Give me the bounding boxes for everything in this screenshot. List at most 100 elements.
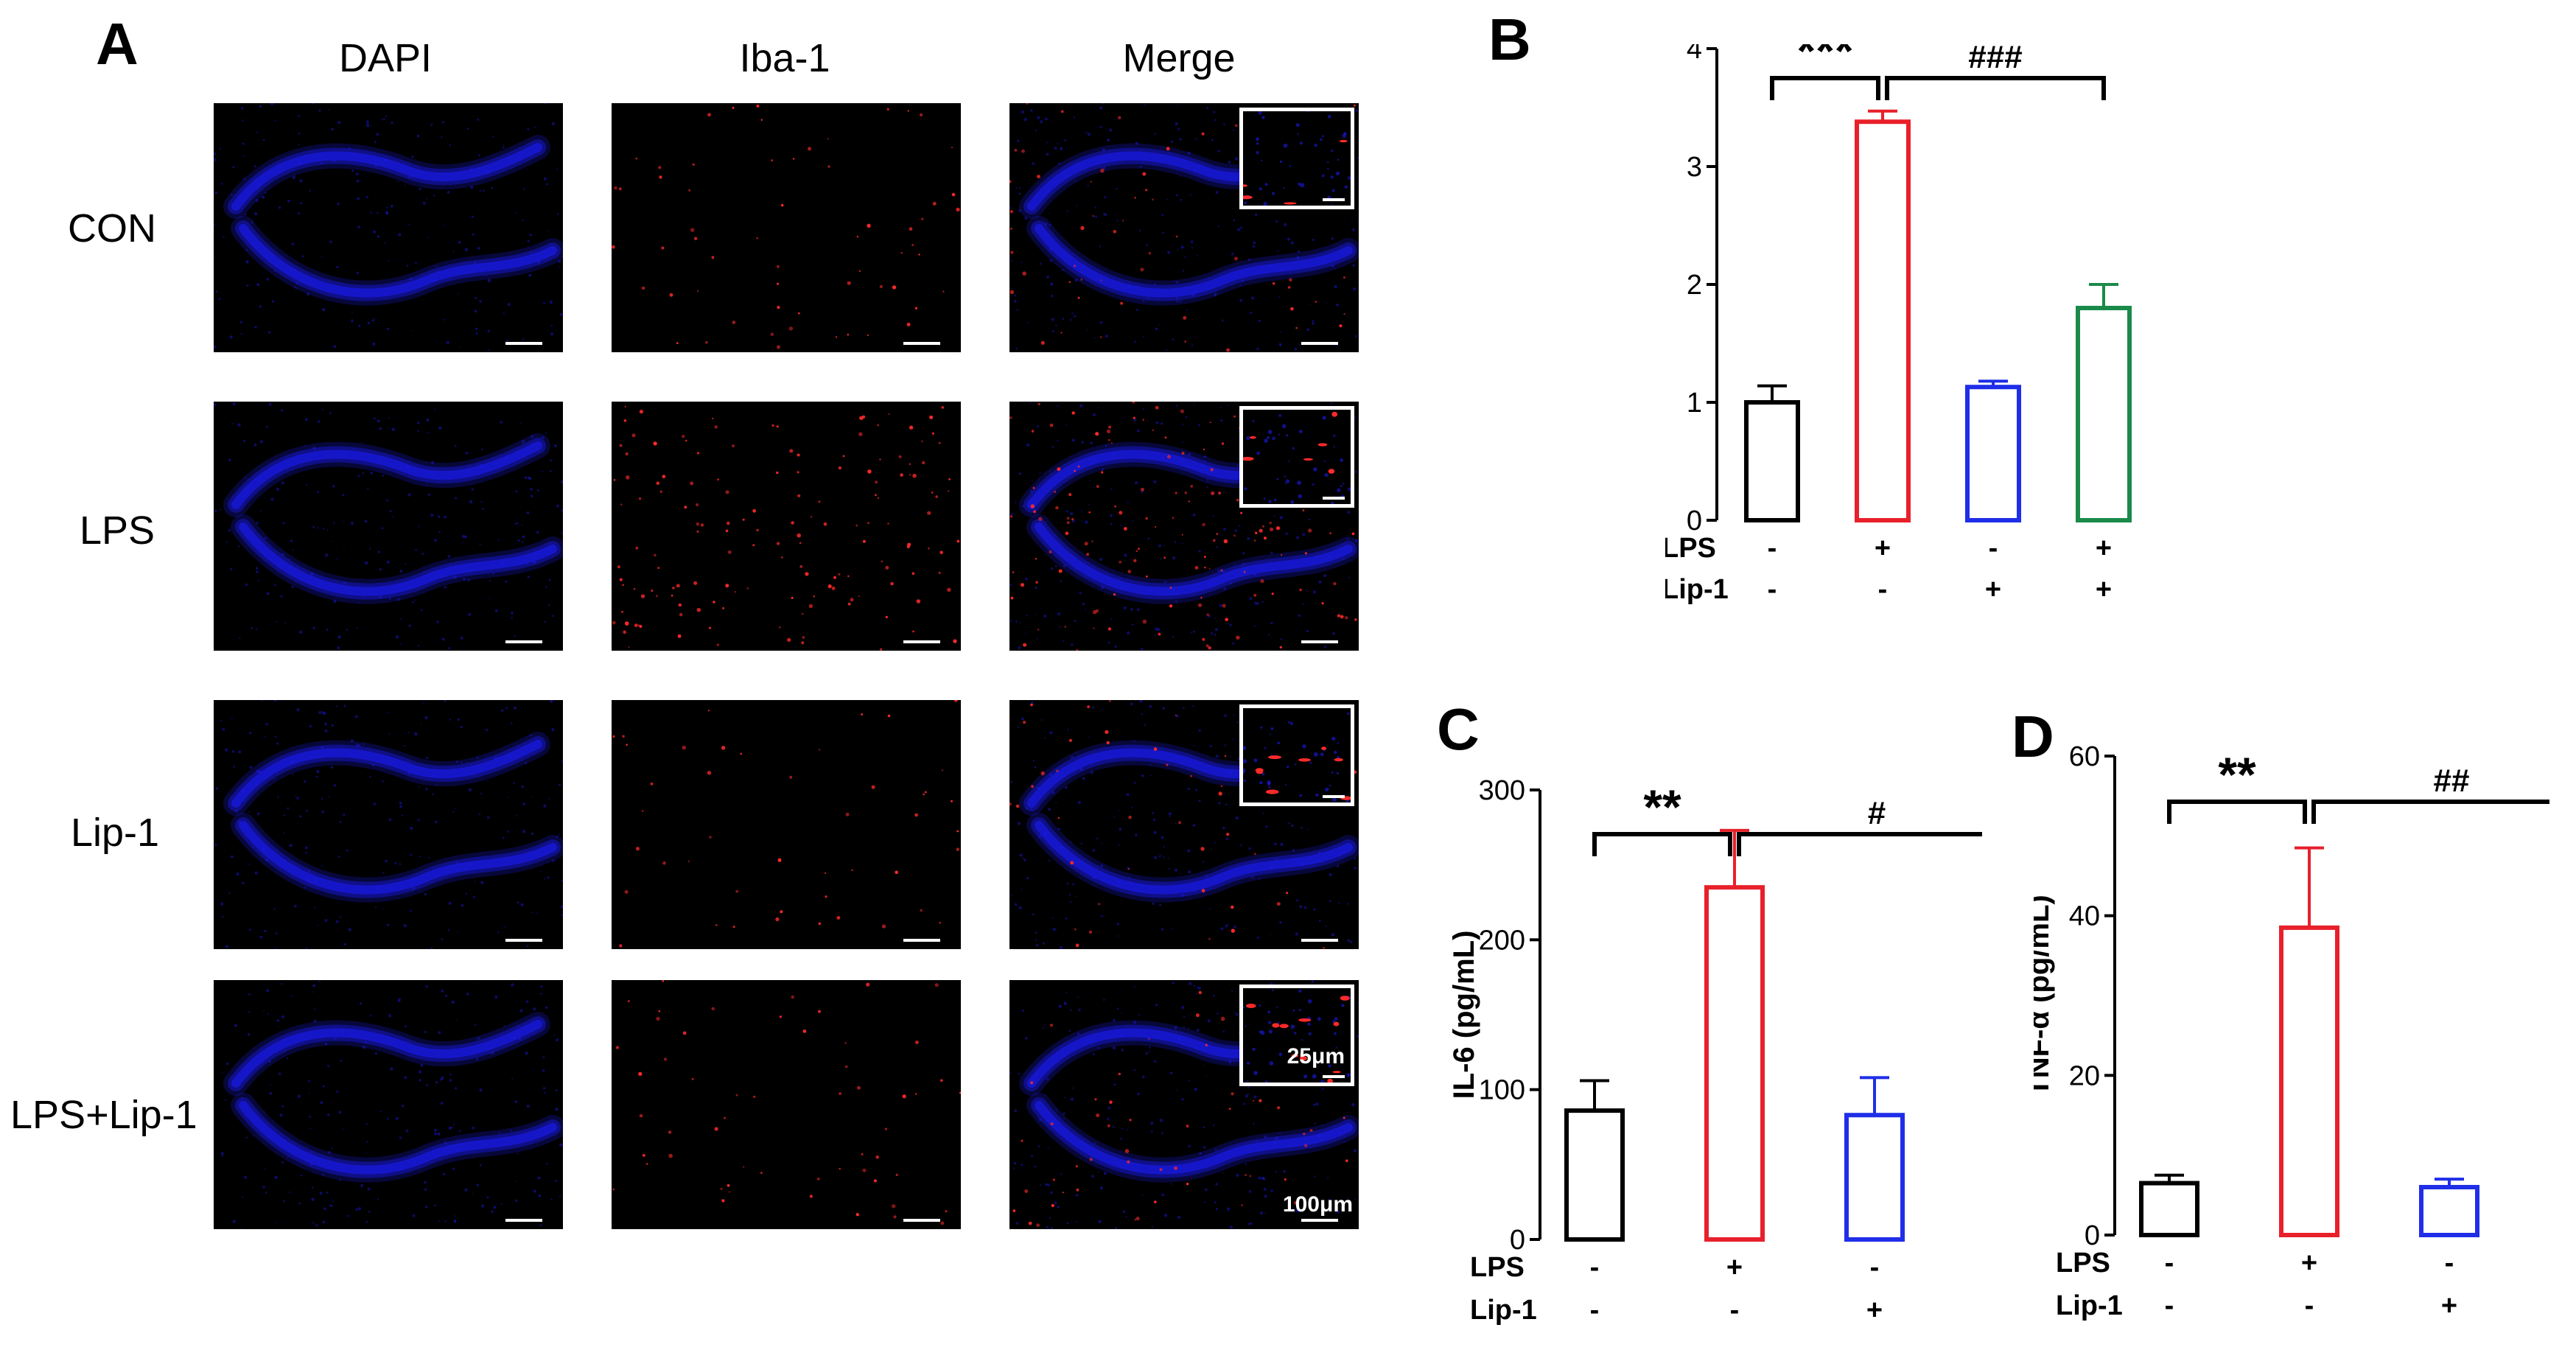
zoom-inset: 25μm <box>1239 984 1354 1086</box>
inset-scale-label: 25μm <box>1287 1044 1345 1069</box>
micrograph-lip1-dapi <box>214 700 563 949</box>
bar-group-2 <box>2279 925 2339 1237</box>
scale-bar <box>505 939 542 942</box>
treatment-sign: - <box>2305 1290 2314 1321</box>
micrograph-lps-iba1 <box>612 402 961 651</box>
treatment-sign: - <box>1870 1252 1880 1283</box>
treatment-sign: - <box>1768 533 1777 564</box>
zoom-inset <box>1239 108 1354 209</box>
inset-scale-bar <box>1323 198 1345 201</box>
bar-group-3 <box>1844 1113 1905 1242</box>
scale-bar <box>505 1219 542 1222</box>
inset-scale-bar <box>1323 497 1345 500</box>
y-tick-label: 3 <box>1687 152 1702 183</box>
y-tick-label: 40 <box>2069 901 2100 932</box>
bar-group-1 <box>1744 400 1800 522</box>
y-tick-label: 4 <box>1687 44 1702 65</box>
column-title-merge: Merge <box>1122 36 1236 80</box>
row-label-lps: LPS <box>80 508 155 553</box>
significance-label: *** <box>1796 44 1853 78</box>
significance-bracket <box>1885 76 2106 100</box>
treatment-row-label: LPS <box>1665 533 1716 564</box>
treatment-sign: - <box>2165 1248 2174 1279</box>
scale-bar <box>903 1219 940 1222</box>
y-axis-label: IL-6 (pg/mL) <box>1452 931 1480 1099</box>
inset-scale-bar <box>1323 795 1345 798</box>
micrograph-con-merge <box>1009 103 1359 352</box>
significance-label: ### <box>1968 44 2022 75</box>
scale-bar <box>903 342 940 345</box>
column-title-dapi: DAPI <box>338 36 433 80</box>
y-tick-label: 20 <box>2069 1060 2100 1091</box>
y-tick-label: 300 <box>1479 775 1525 806</box>
y-tick-label: 60 <box>2069 741 2100 772</box>
micrograph-lip1-merge <box>1009 700 1359 949</box>
scale-bar <box>903 640 940 643</box>
significance-label: ** <box>2218 747 2256 802</box>
micrograph-con-dapi <box>214 103 563 352</box>
treatment-sign: + <box>2301 1248 2317 1279</box>
zoom-inset <box>1239 406 1354 508</box>
significance-label: # <box>1868 795 1886 831</box>
bar-group-1 <box>1564 1108 1625 1242</box>
row-label-con: CON <box>68 206 156 251</box>
treatment-row-label: Lip-1 <box>1470 1295 1537 1326</box>
y-tick-label: 0 <box>2085 1220 2100 1251</box>
treatment-sign: + <box>2096 574 2112 605</box>
treatment-sign: - <box>1590 1252 1600 1283</box>
treatment-sign: - <box>1989 533 1998 564</box>
scale-bar <box>1301 1219 1338 1222</box>
significance-label: ** <box>1643 780 1681 834</box>
micrograph-lps-dapi <box>214 402 563 651</box>
y-tick-label: 100 <box>1479 1075 1525 1106</box>
y-tick-label: 0 <box>1510 1225 1525 1256</box>
significance-bracket <box>2167 800 2307 824</box>
treatment-row-label: Lip-1 <box>1665 574 1729 605</box>
treatment-row-label: Lip-1 <box>2056 1290 2123 1321</box>
treatment-sign: - <box>1768 574 1777 605</box>
inset-scale-bar <box>1323 1075 1345 1078</box>
treatment-sign: + <box>1726 1252 1743 1283</box>
scale-label: 100μm <box>1282 1192 1353 1217</box>
treatment-sign: + <box>1875 533 1891 564</box>
bar-group-2 <box>1855 119 1911 522</box>
bar-group-4 <box>2076 306 2132 522</box>
micrograph-lps-lip1-iba1 <box>612 980 961 1229</box>
scale-bar <box>1301 939 1338 942</box>
bar-group-3 <box>1965 385 2021 523</box>
treatment-sign: + <box>1866 1295 1883 1326</box>
y-axis-label: TNF-α (pg/mL) <box>2034 895 2055 1096</box>
y-tick-label: 2 <box>1687 270 1702 301</box>
chart-b-iba1-cells: 01234Iba-1⁺ cells (% of control)LPS-+-+L… <box>1665 44 2132 605</box>
panel-a-letter: A <box>96 11 139 77</box>
significance-label: ## <box>2434 763 2470 799</box>
row-label-lip1: Lip-1 <box>71 811 160 855</box>
treatment-sign: + <box>1985 574 2001 605</box>
y-tick-label: 0 <box>1687 506 1702 536</box>
y-tick-label: 1 <box>1687 388 1702 419</box>
significance-bracket <box>1737 832 1982 856</box>
treatment-sign: - <box>1590 1295 1600 1326</box>
zoom-inset <box>1239 704 1354 806</box>
scale-bar <box>505 640 542 643</box>
scale-bar <box>1301 640 1338 643</box>
treatment-sign: - <box>2165 1290 2174 1321</box>
treatment-sign: + <box>2441 1290 2457 1321</box>
micrograph-lps-lip1-dapi <box>214 980 563 1229</box>
micrograph-con-iba1 <box>612 103 961 352</box>
bar-group-1 <box>2139 1181 2199 1237</box>
significance-bracket <box>1770 76 1880 100</box>
panel-b-letter: B <box>1488 7 1531 72</box>
y-tick-label: 200 <box>1479 925 1525 956</box>
panel-d-letter: D <box>2012 704 2054 769</box>
micrograph-lps-merge <box>1009 402 1359 651</box>
column-title-iba1: Iba-1 <box>739 36 830 80</box>
significance-bracket <box>2311 800 2549 824</box>
scale-bar <box>505 342 542 345</box>
micrograph-lip1-iba1 <box>612 700 961 949</box>
treatment-row-label: LPS <box>1470 1252 1525 1283</box>
micrograph-lps-lip1-merge: 25μm 100μm <box>1009 980 1359 1229</box>
panel-c-letter: C <box>1437 696 1480 762</box>
treatment-sign: + <box>2096 533 2112 564</box>
